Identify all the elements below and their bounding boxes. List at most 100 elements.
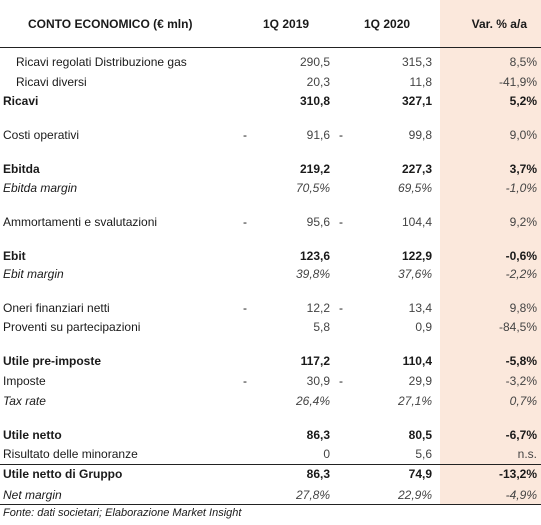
row-value-variation: -1,0% (505, 181, 537, 195)
row-value-1q2019: 117,2 (300, 354, 330, 368)
table-row: Risultato delle minoranze 0 5,6 n.s. (0, 445, 541, 463)
table-row: Ricavi regolati Distribuzione gas 290,5 … (0, 53, 541, 71)
row-value-1q2020: 0,9 (415, 320, 432, 334)
table-row: Tax rate 26,4% 27,1% 0,7% (0, 392, 541, 410)
row-value-variation: -41,9% (498, 75, 537, 89)
row-value-1q2019: 91,6 (306, 128, 330, 142)
row-minus-sign: - (243, 301, 247, 315)
table-row: Utile netto di Gruppo 86,3 74,9 -13,2% (0, 464, 541, 482)
row-value-1q2020: 99,8 (408, 128, 432, 142)
row-label: Utile netto di Gruppo (3, 467, 123, 481)
row-value-1q2020: 110,4 (402, 354, 432, 368)
row-label: Oneri finanziari netti (3, 301, 110, 315)
row-value-variation: 9,2% (509, 215, 537, 229)
row-value-1q2020: 315,3 (401, 55, 432, 69)
row-label: Ebit margin (3, 267, 64, 281)
row-value-variation: -84,5% (498, 320, 537, 334)
row-label: Proventi su partecipazioni (3, 320, 141, 334)
row-value-1q2019: 0 (323, 447, 330, 461)
row-value-1q2020: 5,6 (415, 447, 432, 461)
table-bottom-rule (0, 504, 541, 505)
header-col-1q2019: 1Q 2019 (263, 17, 310, 31)
row-minus-sign: - (339, 301, 343, 315)
row-value-1q2019: 30,9 (306, 374, 330, 388)
row-label: Ricavi diversi (16, 75, 87, 89)
row-label: Ammortamenti e svalutazioni (3, 215, 158, 229)
row-value-1q2019: 123,6 (299, 249, 330, 263)
row-label: Net margin (3, 488, 62, 502)
row-value-1q2020: 22,9% (397, 488, 432, 502)
variation-column-highlight (440, 0, 541, 505)
row-label: Costi operativi (3, 128, 80, 142)
row-value-1q2020: 327,1 (401, 94, 432, 108)
row-value-variation: n.s. (517, 447, 537, 461)
row-value-1q2019: 27,8% (295, 488, 330, 502)
row-label: Ebit (3, 249, 26, 263)
row-value-variation: -5,8% (505, 354, 537, 368)
source-note: Fonte: dati societari; Elaborazione Mark… (3, 507, 242, 519)
income-statement-table: CONTO ECONOMICO (€ mln) 1Q 2019 1Q 2020 … (0, 0, 541, 505)
row-label: Ricavi (3, 94, 39, 108)
row-value-1q2020: 69,5% (397, 181, 432, 195)
table-row: Utile netto 86,3 80,5 -6,7% (0, 426, 541, 444)
row-label: Ebitda (3, 162, 40, 176)
row-value-1q2019: 20,3 (306, 75, 330, 89)
row-value-variation: 3,7% (509, 162, 537, 176)
table-row: Ebit 123,6 122,9 -0,6% (0, 247, 541, 265)
row-value-1q2019: 310,8 (299, 94, 330, 108)
row-value-1q2020: 104,4 (401, 215, 432, 229)
row-value-variation: -3,2% (505, 374, 537, 388)
row-value-variation: 8,5% (509, 55, 537, 69)
row-value-1q2019: 70,5% (295, 181, 330, 195)
row-minus-sign: - (339, 128, 343, 142)
row-value-variation: -0,6% (505, 249, 537, 263)
table-row: Proventi su partecipazioni 5,8 0,9 -84,5… (0, 318, 541, 336)
table-row: Costi operativi - 91,6 - 99,8 9,0% (0, 126, 541, 144)
row-value-variation: -2,2% (505, 267, 537, 281)
table-row: Ricavi diversi 20,3 11,8 -41,9% (0, 73, 541, 91)
row-value-1q2019: 290,5 (299, 55, 330, 69)
row-value-variation: 9,8% (509, 301, 537, 315)
row-label: Risultato delle minoranze (3, 447, 138, 461)
table-row: Imposte - 30,9 - 29,9 -3,2% (0, 372, 541, 390)
row-value-1q2020: 29,9 (408, 374, 432, 388)
row-value-1q2019: 86,3 (306, 428, 330, 442)
row-value-variation: -13,2% (498, 467, 537, 481)
row-label: Ricavi regolati Distribuzione gas (16, 55, 187, 69)
row-label: Tax rate (3, 394, 46, 408)
table-row: Ebitda margin 70,5% 69,5% -1,0% (0, 179, 541, 197)
row-value-1q2019: 219,2 (299, 162, 330, 176)
row-minus-sign: - (243, 128, 247, 142)
row-value-1q2020: 27,1% (397, 394, 432, 408)
row-minus-sign: - (243, 374, 247, 388)
row-value-variation: 9,0% (509, 128, 537, 142)
table-header: CONTO ECONOMICO (€ mln) 1Q 2019 1Q 2020 … (0, 0, 541, 48)
row-minus-sign: - (339, 374, 343, 388)
header-label: CONTO ECONOMICO (€ mln) (28, 17, 193, 31)
row-value-1q2020: 74,9 (408, 467, 432, 481)
table-row: Ammortamenti e svalutazioni - 95,6 - 104… (0, 213, 541, 231)
table-row: Utile pre-imposte 117,2 110,4 -5,8% (0, 352, 541, 370)
row-minus-sign: - (339, 215, 343, 229)
row-label: Utile netto (3, 428, 62, 442)
row-value-1q2020: 122,9 (401, 249, 432, 263)
row-value-variation: 5,2% (509, 94, 537, 108)
row-value-1q2019: 39,8% (295, 267, 330, 281)
row-value-variation: 0,7% (509, 394, 537, 408)
row-label: Utile pre-imposte (3, 354, 102, 368)
header-col-1q2020: 1Q 2020 (364, 17, 411, 31)
table-row: Ricavi 310,8 327,1 5,2% (0, 92, 541, 110)
row-value-variation: -6,7% (505, 428, 537, 442)
row-value-1q2020: 227,3 (401, 162, 432, 176)
row-label: Ebitda margin (3, 181, 78, 195)
table-row: Oneri finanziari netti - 12,2 - 13,4 9,8… (0, 299, 541, 317)
row-value-1q2019: 12,2 (306, 301, 330, 315)
row-value-1q2019: 86,3 (306, 467, 330, 481)
row-value-1q2019: 95,6 (306, 215, 330, 229)
table-row: Ebitda 219,2 227,3 3,7% (0, 160, 541, 178)
row-value-1q2020: 11,8 (409, 75, 432, 89)
header-col-variation: Var. % a/a (471, 17, 527, 31)
table-row: Net margin 27,8% 22,9% -4,9% (0, 486, 541, 504)
row-value-1q2020: 13,4 (408, 301, 432, 315)
row-value-1q2020: 37,6% (397, 267, 432, 281)
